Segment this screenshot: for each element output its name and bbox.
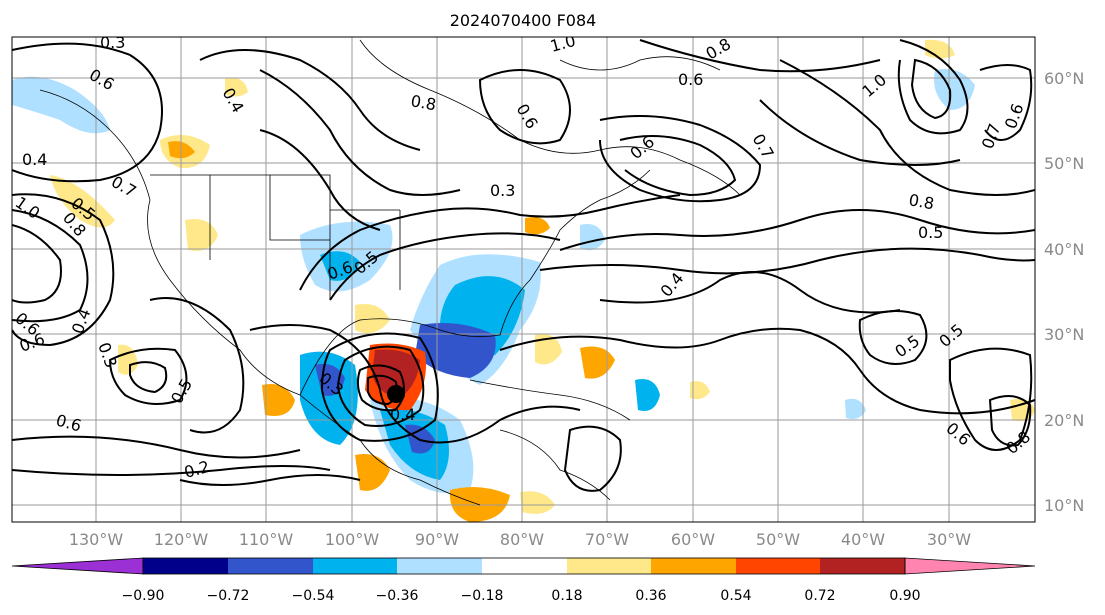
colorbar-max-extend bbox=[904, 557, 1036, 575]
colorbar-segment bbox=[651, 558, 736, 574]
colorbar-tick: −0.90 bbox=[122, 588, 165, 604]
lat-label: 60°N bbox=[1044, 69, 1084, 88]
lon-label: 60°W bbox=[671, 530, 715, 549]
colorbar-tick: −0.54 bbox=[292, 588, 335, 604]
latitude-labels: 60°N 50°N 40°N 30°N 20°N 10°N bbox=[1044, 69, 1084, 515]
contour-label: 0.3 bbox=[100, 33, 125, 52]
colorbar-tick: −0.72 bbox=[207, 588, 250, 604]
anomaly-shading bbox=[12, 39, 1035, 522]
colorbar-tick-labels: −0.90 −0.72 −0.54 −0.36 −0.18 0.18 0.36 … bbox=[122, 588, 921, 604]
colorbar-tick: −0.18 bbox=[461, 588, 504, 604]
contour-label: 0.5 bbox=[918, 223, 943, 242]
lon-label: 90°W bbox=[415, 530, 459, 549]
colorbar-segment bbox=[567, 558, 651, 574]
storm-center-marker bbox=[387, 385, 405, 403]
graticule bbox=[12, 37, 1035, 522]
lon-label: 130°W bbox=[69, 530, 124, 549]
colorbar-tick: 0.18 bbox=[551, 588, 582, 604]
map-panel: 0.3 0.6 0.4 1.0 0.7 0.8 0.5 0.4 0.6 0.5 … bbox=[12, 31, 1035, 522]
colorbar-segment bbox=[736, 558, 820, 574]
longitude-labels: 130°W 120°W 110°W 100°W 90°W 80°W 70°W 6… bbox=[69, 530, 971, 549]
lon-label: 120°W bbox=[154, 530, 209, 549]
lon-label: 100°W bbox=[325, 530, 380, 549]
lon-label: 30°W bbox=[927, 530, 971, 549]
colorbar-tick: −0.36 bbox=[376, 588, 419, 604]
map-title: 2024070400 F084 bbox=[450, 11, 597, 30]
contour-label: 1.0 bbox=[548, 31, 578, 56]
colorbar: −0.90 −0.72 −0.54 −0.36 −0.18 0.18 0.36 … bbox=[11, 557, 1036, 604]
colorbar-segment bbox=[313, 558, 397, 574]
contour-label: 0.4 bbox=[22, 150, 47, 169]
contour-label: 0.6 bbox=[678, 70, 703, 89]
colorbar-segment bbox=[482, 558, 567, 574]
colorbar-tick: 0.72 bbox=[804, 588, 835, 604]
lat-label: 50°N bbox=[1044, 154, 1084, 173]
lat-label: 40°N bbox=[1044, 240, 1084, 259]
lon-label: 50°W bbox=[756, 530, 800, 549]
lat-label: 20°N bbox=[1044, 411, 1084, 430]
lon-label: 70°W bbox=[585, 530, 629, 549]
colorbar-min-extend bbox=[11, 557, 144, 575]
colorbar-segment bbox=[143, 558, 228, 574]
lon-label: 110°W bbox=[239, 530, 294, 549]
contour-label: 0.8 bbox=[907, 190, 935, 213]
colorbar-segment bbox=[228, 558, 313, 574]
colorbar-segment bbox=[820, 558, 905, 574]
lon-label: 40°W bbox=[841, 530, 885, 549]
lat-label: 10°N bbox=[1044, 496, 1084, 515]
lon-label: 80°W bbox=[500, 530, 544, 549]
map-frame bbox=[11, 36, 1036, 523]
colorbar-tick: 0.54 bbox=[720, 588, 751, 604]
contour-label: 0.4 bbox=[390, 405, 415, 424]
colorbar-segment bbox=[397, 558, 482, 574]
lat-label: 30°N bbox=[1044, 325, 1084, 344]
colorbar-tick: 0.36 bbox=[635, 588, 666, 604]
contour-lines bbox=[12, 39, 1035, 492]
colorbar-tick: 0.90 bbox=[889, 588, 920, 604]
contour-label: 0.3 bbox=[490, 181, 515, 200]
contour-label: 0.8 bbox=[409, 91, 437, 114]
coastlines bbox=[39, 39, 741, 506]
